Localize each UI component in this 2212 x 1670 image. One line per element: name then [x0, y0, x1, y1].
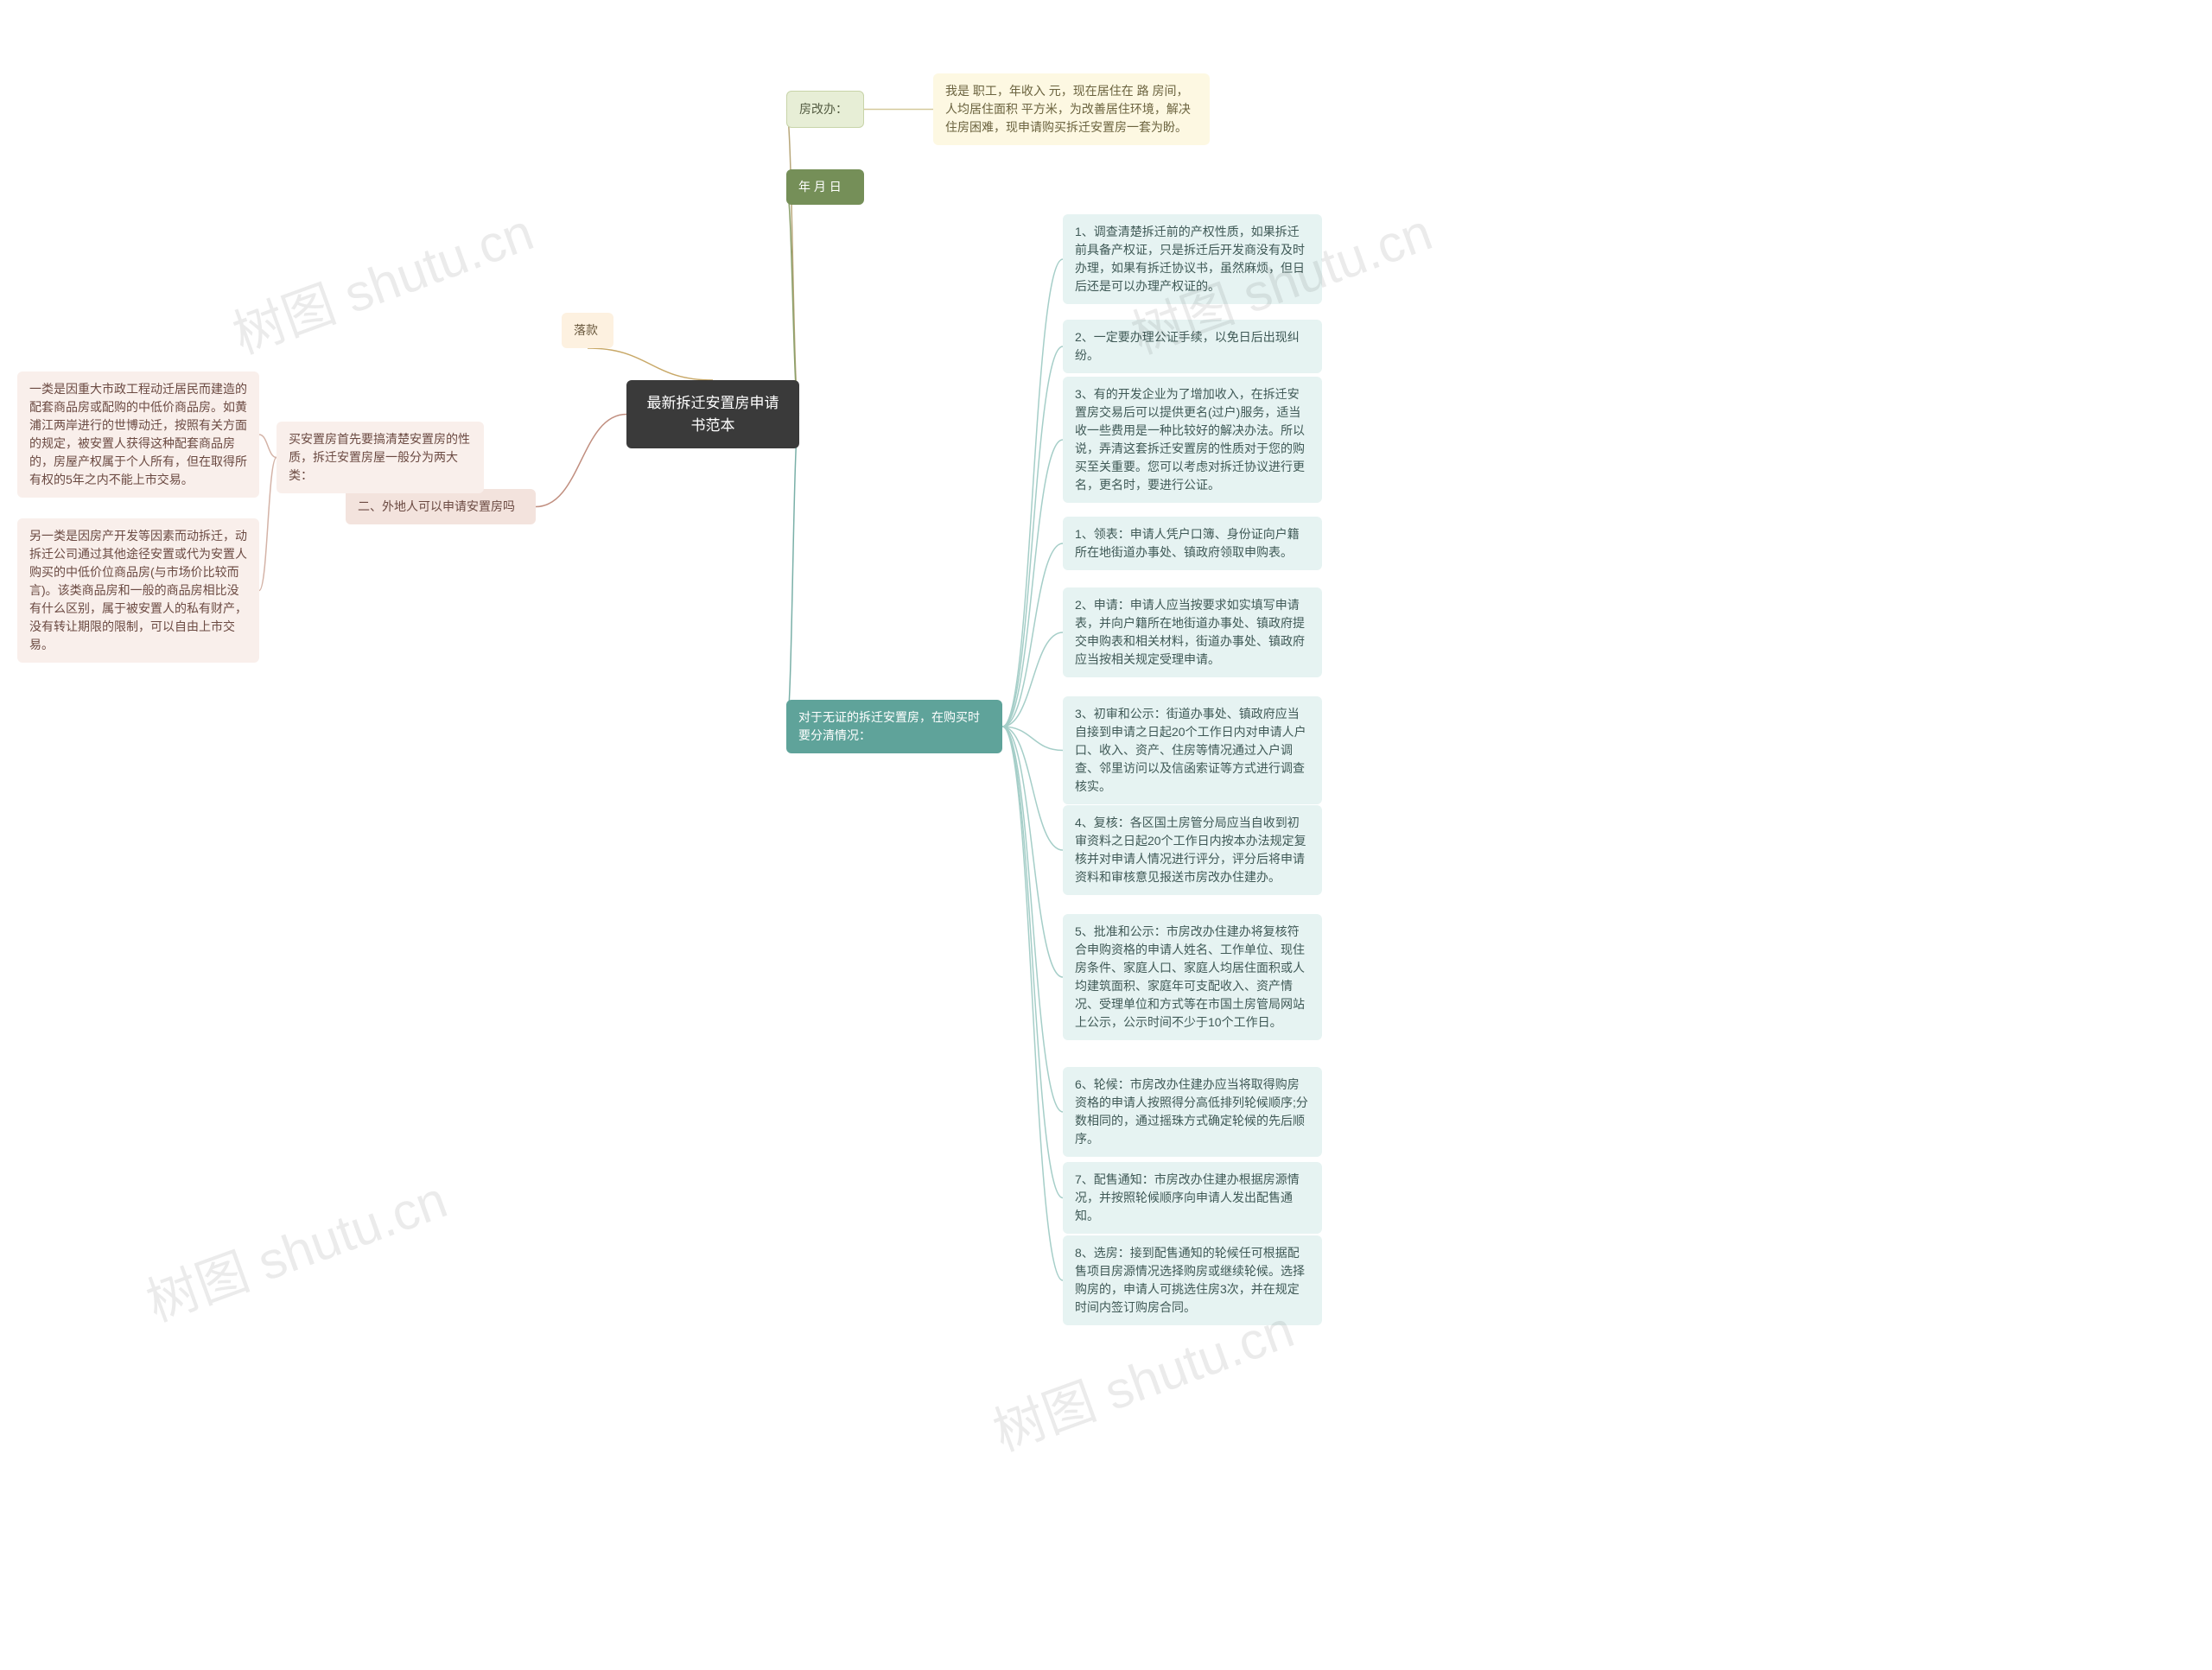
connector [259, 435, 276, 458]
mindmap-node[interactable]: 对于无证的拆迁安置房，在购买时要分清情况： [786, 700, 1002, 753]
mindmap-node[interactable]: 另一类是因房产开发等因素而动拆迁，动拆迁公司通过其他途径安置或代为安置人购买的中… [17, 518, 259, 663]
connector [1002, 346, 1063, 727]
connector [1002, 727, 1063, 850]
mindmap-node[interactable]: 3、初审和公示：街道办事处、镇政府应当自接到申请之日起20个工作日内对申请人户口… [1063, 696, 1322, 804]
connector [1002, 727, 1063, 1280]
mindmap-node[interactable]: 买安置房首先要搞清楚安置房的性质，拆迁安置房屋一般分为两大类： [276, 422, 484, 493]
connector [1002, 727, 1063, 1198]
connector [1002, 543, 1063, 727]
mindmap-node[interactable]: 3、有的开发企业为了增加收入，在拆迁安置房交易后可以提供更名(过户)服务，适当收… [1063, 377, 1322, 503]
mindmap-node[interactable]: 7、配售通知：市房改办住建办根据房源情况，并按照轮候顺序向申请人发出配售通知。 [1063, 1162, 1322, 1234]
connector [1002, 259, 1063, 727]
mindmap-node[interactable]: 6、轮候：市房改办住建办应当将取得购房资格的申请人按照得分高低排列轮候顺序;分数… [1063, 1067, 1322, 1157]
mindmap-node[interactable]: 1、调查清楚拆迁前的产权性质，如果拆迁前具备产权证，只是拆迁后开发商没有及时办理… [1063, 214, 1322, 304]
center-node[interactable]: 最新拆迁安置房申请书范本 [626, 380, 799, 448]
mindmap-node[interactable]: 年 月 日 [786, 169, 864, 205]
mindmap-node[interactable]: 二、外地人可以申请安置房吗 [346, 489, 536, 524]
mindmap-node[interactable]: 1、领表：申请人凭户口簿、身份证向户籍所在地街道办事处、镇政府领取申购表。 [1063, 517, 1322, 570]
connector [259, 458, 276, 591]
mindmap-node[interactable]: 2、一定要办理公证手续，以免日后出现纠纷。 [1063, 320, 1322, 373]
watermark: 树图 shutu.cn [135, 1158, 455, 1336]
connector [1002, 727, 1063, 1112]
connector [786, 110, 799, 415]
mindmap-node[interactable]: 我是 职工，年收入 元，现在居住在 路 房间，人均居住面积 平方米，为改善居住环… [933, 73, 1210, 145]
connector [786, 415, 799, 727]
connector [1002, 440, 1063, 727]
watermark: 树图 shutu.cn [221, 190, 542, 368]
mindmap-node[interactable]: 落款 [562, 313, 613, 348]
mindmap-node[interactable]: 一类是因重大市政工程动迁居民而建造的配套商品房或配购的中低价商品房。如黄浦江两岸… [17, 371, 259, 498]
connector [588, 348, 713, 380]
connector [536, 415, 626, 507]
mindmap-node[interactable]: 5、批准和公示：市房改办住建办将复核符合申购资格的申请人姓名、工作单位、现住房条… [1063, 914, 1322, 1040]
mindmap-node[interactable]: 2、申请：申请人应当按要求如实填写申请表，并向户籍所在地街道办事处、镇政府提交申… [1063, 587, 1322, 677]
connector [1002, 727, 1063, 751]
mindmap-node[interactable]: 4、复核：各区国土房管分局应当自收到初审资料之日起20个工作日内按本办法规定复核… [1063, 805, 1322, 895]
mindmap-node[interactable]: 房改办： [786, 91, 864, 128]
mindmap-node[interactable]: 8、选房：接到配售通知的轮候任可根据配售项目房源情况选择购房或继续轮候。选择购房… [1063, 1235, 1322, 1325]
connector [1002, 632, 1063, 727]
connector [1002, 727, 1063, 977]
